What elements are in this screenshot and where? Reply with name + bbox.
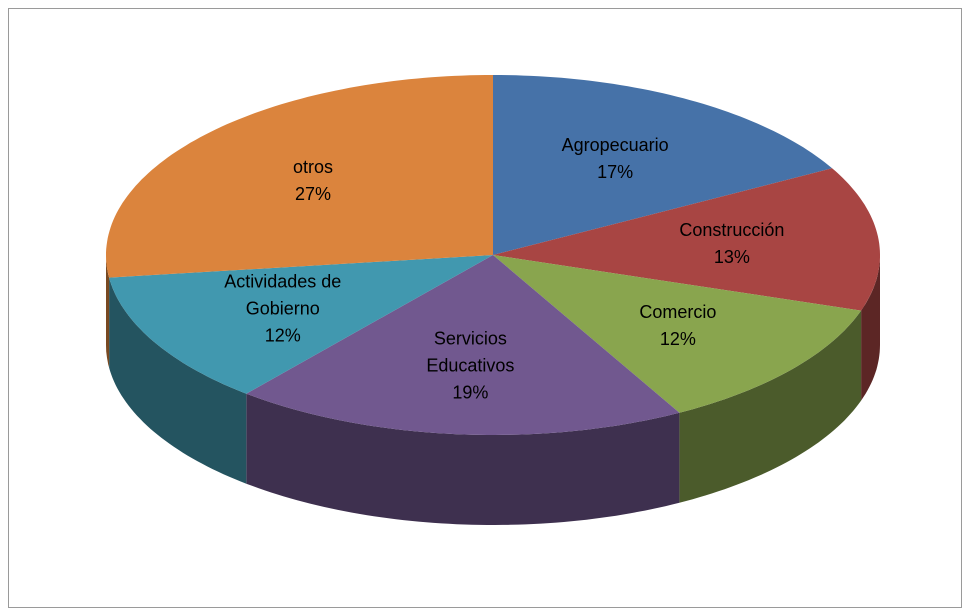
slice [246, 255, 680, 435]
slice [493, 255, 862, 413]
chart: Agropecuario 17% Construcción 13% Comercio 12… [8, 8, 962, 608]
slice-side [246, 393, 680, 525]
pie-plot [106, 75, 880, 525]
percent-label: 12% [659, 329, 696, 350]
category-label: Actividades de Gobierno [224, 271, 342, 319]
category-label: otros [293, 157, 334, 178]
percent-label: 17% [597, 161, 634, 182]
slice [493, 75, 833, 255]
data-label: Actividades de Gobierno 12% [208, 268, 358, 349]
percent-label: 19% [452, 382, 489, 403]
percent-label: 13% [713, 247, 750, 268]
data-label: Agropecuario 17% [530, 132, 700, 186]
category-label: Servicios Educativos [426, 328, 515, 376]
data-label: otros 27% [253, 154, 373, 208]
slice-side [109, 277, 247, 484]
slice-side [861, 255, 880, 401]
percent-label: 12% [264, 325, 301, 346]
category-label: Agropecuario [561, 134, 669, 155]
percent-label: 27% [295, 184, 332, 205]
category-label: Comercio [639, 302, 717, 323]
data-label: Servicios Educativos 19% [408, 326, 533, 407]
slice [106, 75, 493, 278]
slice-side [106, 255, 110, 368]
data-label: Construcción 13% [647, 217, 817, 271]
slice [493, 168, 880, 311]
slice-side [679, 310, 862, 503]
category-label: Construcción [679, 220, 785, 241]
data-label: Comercio 12% [603, 299, 753, 353]
slice [109, 255, 493, 394]
